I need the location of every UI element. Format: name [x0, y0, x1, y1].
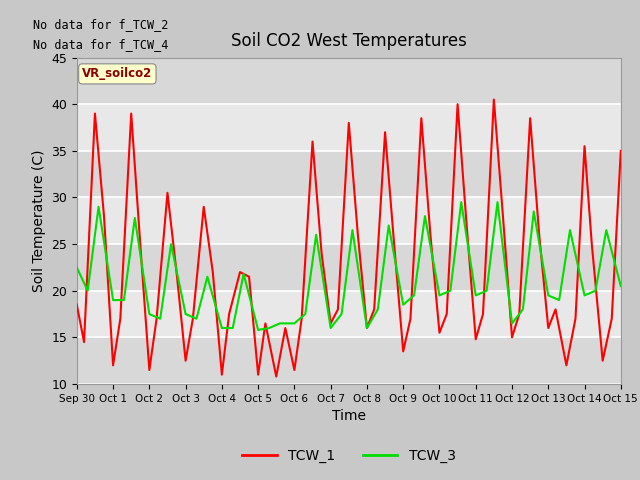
Legend: TCW_1, TCW_3: TCW_1, TCW_3: [236, 443, 461, 468]
Bar: [77, 151, 621, 197]
Text: No data for f_TCW_2: No data for f_TCW_2: [33, 18, 169, 31]
Text: VR_soilco2: VR_soilco2: [82, 67, 152, 80]
Bar: [77, 291, 621, 337]
Bar: [77, 104, 621, 151]
Bar: [77, 337, 621, 384]
Bar: [77, 58, 621, 104]
Title: Soil CO2 West Temperatures: Soil CO2 West Temperatures: [231, 33, 467, 50]
Bar: [77, 244, 621, 291]
X-axis label: Time: Time: [332, 409, 366, 423]
Text: No data for f_TCW_4: No data for f_TCW_4: [33, 38, 169, 51]
Bar: [77, 197, 621, 244]
Y-axis label: Soil Temperature (C): Soil Temperature (C): [31, 150, 45, 292]
